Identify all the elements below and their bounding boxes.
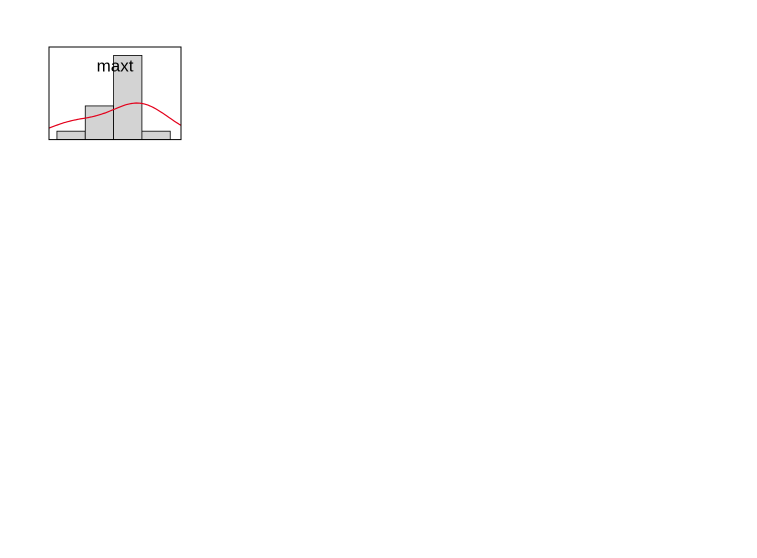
- panel: maxt: [48, 46, 182, 141]
- density-curve: [49, 102, 181, 129]
- histogram-bar: [141, 130, 171, 140]
- histogram: [49, 55, 181, 140]
- histogram-bar: [113, 55, 143, 140]
- histogram-bar: [56, 130, 86, 140]
- panel-border: [48, 46, 182, 141]
- variable-name: maxt: [97, 56, 134, 75]
